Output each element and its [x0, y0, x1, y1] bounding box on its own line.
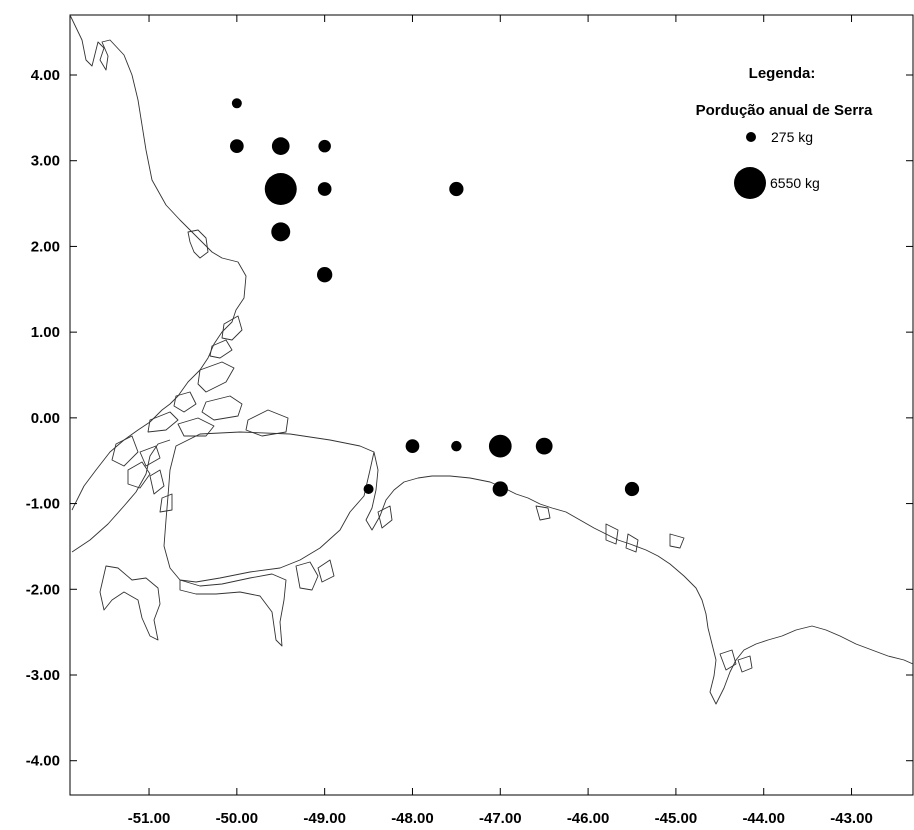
- data-points: [229, 98, 640, 497]
- data-point: [264, 173, 297, 205]
- y-tick-label: 1.00: [31, 324, 60, 341]
- data-point: [229, 139, 244, 153]
- data-point: [492, 481, 508, 497]
- legend-label-large: 6550 kg: [770, 175, 820, 191]
- data-point: [317, 182, 332, 196]
- y-tick-label: 3.00: [31, 153, 60, 170]
- data-point: [449, 181, 464, 197]
- legend-symbol-small: [746, 132, 756, 142]
- x-tick-label: -44.00: [742, 810, 785, 827]
- x-tick-label: -50.00: [216, 810, 259, 827]
- legend-label-small: 275 kg: [771, 129, 813, 145]
- data-point: [231, 98, 242, 109]
- x-tick-label: -51.00: [128, 810, 171, 827]
- x-tick-label: -48.00: [391, 810, 434, 827]
- x-tick-label: -47.00: [479, 810, 522, 827]
- data-point: [405, 439, 420, 453]
- x-axis: -51.00 -50.00 -49.00 -48.00 -47.00 -46.00 -45.…: [128, 15, 873, 827]
- y-tick-label: -3.00: [26, 667, 60, 684]
- data-point: [363, 484, 374, 494]
- x-tick-label: -49.00: [303, 810, 346, 827]
- x-tick-label: -46.00: [567, 810, 610, 827]
- data-point: [316, 267, 333, 283]
- y-tick-label: -2.00: [26, 581, 60, 598]
- data-point: [271, 137, 290, 155]
- legend-symbol-large: [734, 167, 766, 199]
- legend-title: Pordução anual de Serra: [696, 102, 873, 119]
- y-tick-label: -1.00: [26, 496, 60, 513]
- y-tick-label: 4.00: [31, 67, 60, 84]
- y-tick-label: 2.00: [31, 238, 60, 255]
- y-axis: 4.00 3.00 2.00 1.00 0.00 -1.00 -2.00 -3.00 -4.00: [26, 67, 913, 770]
- data-point: [535, 437, 553, 455]
- x-tick-label: -45.00: [655, 810, 698, 827]
- plot-frame: [69, 14, 914, 796]
- data-point: [318, 139, 331, 153]
- y-tick-label: -4.00: [26, 753, 60, 770]
- data-point: [271, 222, 291, 242]
- data-point: [488, 434, 512, 458]
- y-tick-label: 0.00: [31, 410, 60, 427]
- coastline: [69, 14, 914, 705]
- data-point: [451, 440, 462, 452]
- x-tick-label: -43.00: [830, 810, 873, 827]
- legend-heading: Legenda:: [749, 65, 816, 82]
- legend: Legenda: Pordução anual de Serra 275 kg …: [696, 65, 873, 199]
- data-point: [624, 481, 640, 497]
